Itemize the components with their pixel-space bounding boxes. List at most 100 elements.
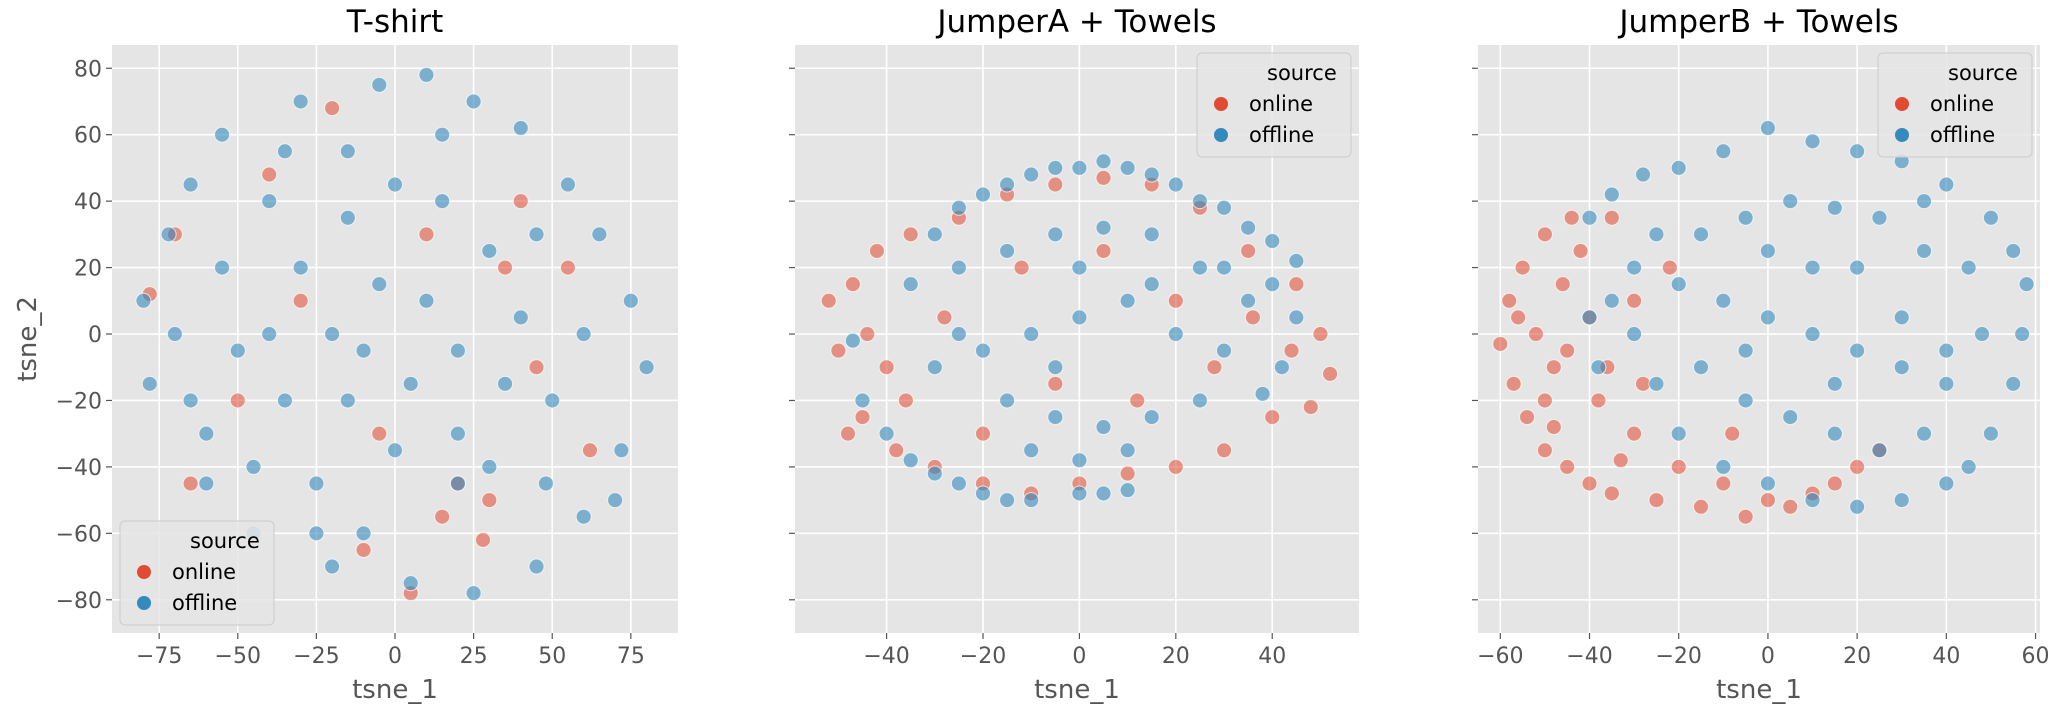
point-online	[1648, 492, 1665, 509]
point-online	[1510, 309, 1527, 326]
point-offline	[1693, 226, 1710, 243]
point-offline	[1849, 259, 1866, 276]
x-tick-label: −50	[215, 644, 261, 669]
point-offline	[528, 558, 545, 575]
point-offline	[1759, 475, 1776, 492]
point-offline	[1826, 375, 1843, 392]
point-offline	[1095, 219, 1112, 236]
point-online	[1554, 276, 1571, 293]
point-online	[1737, 508, 1754, 525]
point-offline	[1670, 425, 1687, 442]
point-offline	[1849, 143, 1866, 160]
point-offline	[1047, 409, 1064, 426]
point-online	[1095, 169, 1112, 186]
point-online	[1661, 259, 1678, 276]
point-offline	[1737, 209, 1754, 226]
point-offline	[1938, 375, 1955, 392]
point-online	[1849, 458, 1866, 475]
point-online	[528, 359, 545, 376]
point-offline	[1047, 359, 1064, 376]
point-online	[1536, 226, 1553, 243]
point-offline	[371, 276, 388, 293]
point-online	[897, 392, 914, 409]
point-offline	[975, 342, 991, 359]
point-offline	[449, 342, 466, 359]
x-tick-label: 60	[2022, 644, 2050, 669]
point-offline	[1626, 259, 1643, 276]
point-offline	[387, 176, 403, 193]
point-offline	[1071, 259, 1088, 276]
point-offline	[481, 458, 498, 475]
point-offline	[1119, 442, 1136, 459]
point-offline	[1119, 292, 1136, 309]
point-offline	[607, 492, 624, 509]
point-offline	[1288, 252, 1305, 269]
point-offline	[449, 475, 466, 492]
point-online	[1244, 309, 1261, 326]
point-offline	[1759, 242, 1776, 259]
point-offline	[1759, 309, 1776, 326]
y-tick-label: 60	[74, 124, 102, 149]
point-offline	[1023, 442, 1040, 459]
point-offline	[1960, 458, 1977, 475]
point-offline	[160, 226, 177, 243]
point-online	[1581, 475, 1598, 492]
point-online	[1514, 259, 1531, 276]
point-offline	[135, 292, 152, 309]
point-online	[1322, 365, 1339, 382]
point-offline	[465, 93, 482, 110]
point-offline	[902, 276, 919, 293]
point-offline	[1849, 498, 1866, 515]
point-online	[1572, 242, 1589, 259]
point-offline	[1095, 485, 1112, 502]
point-offline	[339, 143, 356, 160]
point-offline	[1264, 276, 1281, 293]
point-offline	[1216, 259, 1233, 276]
point-online	[1047, 375, 1064, 392]
point-offline	[1782, 193, 1799, 210]
point-offline	[999, 492, 1016, 509]
point-offline	[1982, 209, 1999, 226]
point-offline	[292, 93, 309, 110]
x-tick-label: 40	[1258, 644, 1286, 669]
point-offline	[537, 475, 554, 492]
point-offline	[544, 392, 561, 409]
point-offline	[418, 66, 435, 83]
legend-marker-offline	[137, 596, 151, 610]
point-online	[1563, 209, 1580, 226]
point-offline	[1715, 458, 1732, 475]
point-offline	[2014, 326, 2031, 343]
point-online	[434, 508, 451, 525]
legend-label-offline: offline	[1249, 123, 1314, 147]
point-online	[1603, 485, 1620, 502]
x-axis-label: tsne_1	[352, 675, 438, 705]
point-offline	[1143, 276, 1160, 293]
point-offline	[926, 359, 943, 376]
point-offline	[1071, 309, 1088, 326]
point-online	[1536, 442, 1553, 459]
legend-marker-offline	[1895, 128, 1909, 142]
point-offline	[528, 226, 545, 243]
scatter-points	[135, 66, 655, 602]
point-online	[1545, 419, 1562, 436]
legend: source online offline	[1196, 52, 1352, 158]
y-tick-label: 0	[88, 323, 102, 348]
point-offline	[1023, 166, 1040, 183]
point-offline	[229, 342, 246, 359]
point-online	[1612, 452, 1629, 469]
point-offline	[1759, 120, 1776, 137]
point-offline	[1603, 292, 1620, 309]
point-offline	[512, 120, 529, 137]
scatter-points	[820, 153, 1339, 509]
x-tick-label: −20	[1655, 644, 1701, 669]
point-offline	[613, 442, 630, 459]
point-offline	[1626, 326, 1643, 343]
point-offline	[292, 259, 309, 276]
legend-label-offline: offline	[1930, 123, 1995, 147]
legend-label-online: online	[1930, 92, 1994, 116]
y-axis-label: tsne_2	[13, 296, 43, 382]
point-offline	[1071, 159, 1088, 176]
y-tick-label: −80	[56, 589, 102, 614]
point-offline	[198, 425, 215, 442]
point-offline	[950, 326, 967, 343]
